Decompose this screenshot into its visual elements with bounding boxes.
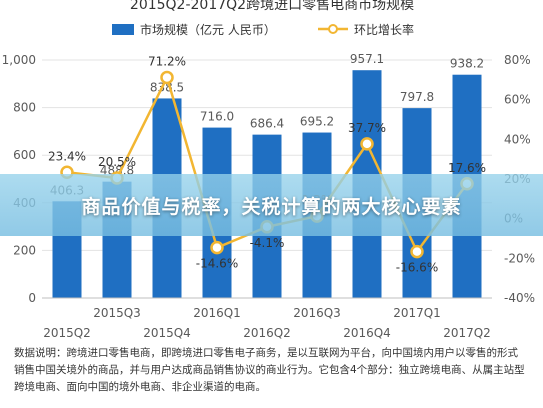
line-value-label: -14.6% — [196, 257, 238, 271]
footnote-line-1: 数据说明：跨境进口零售电商，即跨境进口零售电子商务，是以互联网为平台，向中国境内… — [14, 347, 518, 359]
y-left-tick-label: 800 — [13, 101, 36, 115]
line-value-label: 71.2% — [148, 54, 186, 68]
x-tick-label: 2016Q2 — [243, 326, 291, 340]
y-left-tick-label: 600 — [13, 148, 36, 162]
line-point — [210, 240, 224, 255]
y-left-tick-label: 200 — [13, 243, 36, 257]
footnote-line-2: 销售中国关境外的商品，并与用户达成商品销售协议的商业行为。它包含4个部分：独立跨… — [14, 364, 525, 376]
x-tick-label: 2015Q4 — [143, 326, 191, 340]
line-point — [360, 137, 374, 151]
caption-banner: 商品价值与税率，关税计算的两大核心要素 — [0, 174, 543, 236]
line-value-label: 37.7% — [348, 121, 386, 135]
x-tick-label: 2016Q1 — [193, 306, 241, 320]
line-value-label: -16.6% — [396, 261, 438, 275]
line-point — [160, 70, 174, 85]
line-value-label: 23.4% — [48, 149, 86, 163]
bar-value-label: 797.8 — [400, 90, 434, 104]
bar-value-label: 686.4 — [250, 117, 284, 131]
bar-value-label: 957.1 — [350, 52, 384, 66]
line-point — [410, 244, 424, 259]
legend-bar-swatch — [112, 24, 134, 35]
bar-value-label: 695.2 — [300, 115, 334, 129]
x-tick-label: 2017Q1 — [393, 306, 441, 320]
footnote: 数据说明：跨境进口零售电商，即跨境进口零售电子商务，是以互联网为平台，向中国境内… — [14, 345, 534, 396]
legend-line-marker — [328, 24, 338, 34]
y-left-tick-label: 0 — [28, 291, 36, 305]
line-value-label: 20.5% — [98, 155, 136, 169]
x-tick-label: 2016Q3 — [293, 306, 341, 320]
line-value-label: 17.6% — [448, 161, 486, 175]
bar-value-label: 938.2 — [450, 57, 484, 71]
y-right-tick-label: -40% — [504, 291, 535, 305]
banner-text: 商品价值与税率，关税计算的两大核心要素 — [81, 195, 462, 218]
bar-value-label: 716.0 — [200, 110, 234, 124]
x-tick-label: 2016Q4 — [343, 326, 391, 340]
x-tick-label: 2015Q3 — [93, 306, 141, 320]
y-right-tick-label: 40% — [504, 132, 531, 146]
legend-bar-label: 市场规模（亿元 人民币） — [140, 22, 276, 37]
footnote-line-3: 跨境电商、面向中国的境外电商、非企业渠道的电商。 — [14, 381, 266, 393]
bar-value-label: 838.5 — [150, 80, 184, 94]
line-value-label: -4.1% — [250, 236, 285, 250]
y-right-tick-label: 80% — [504, 53, 531, 67]
x-tick-label: 2017Q2 — [443, 326, 491, 340]
y-right-tick-label: 60% — [504, 93, 531, 107]
chart-title: 2015Q2-2017Q2跨境进口零售电商市场规模 — [130, 0, 414, 13]
x-tick-label: 2015Q2 — [43, 326, 91, 340]
y-right-tick-label: -20% — [504, 251, 535, 265]
y-left-tick-label: 1,000 — [2, 53, 36, 67]
legend-line-label: 环比增长率 — [354, 22, 414, 37]
legend: 市场规模（亿元 人民币） 环比增长率 — [112, 22, 414, 37]
